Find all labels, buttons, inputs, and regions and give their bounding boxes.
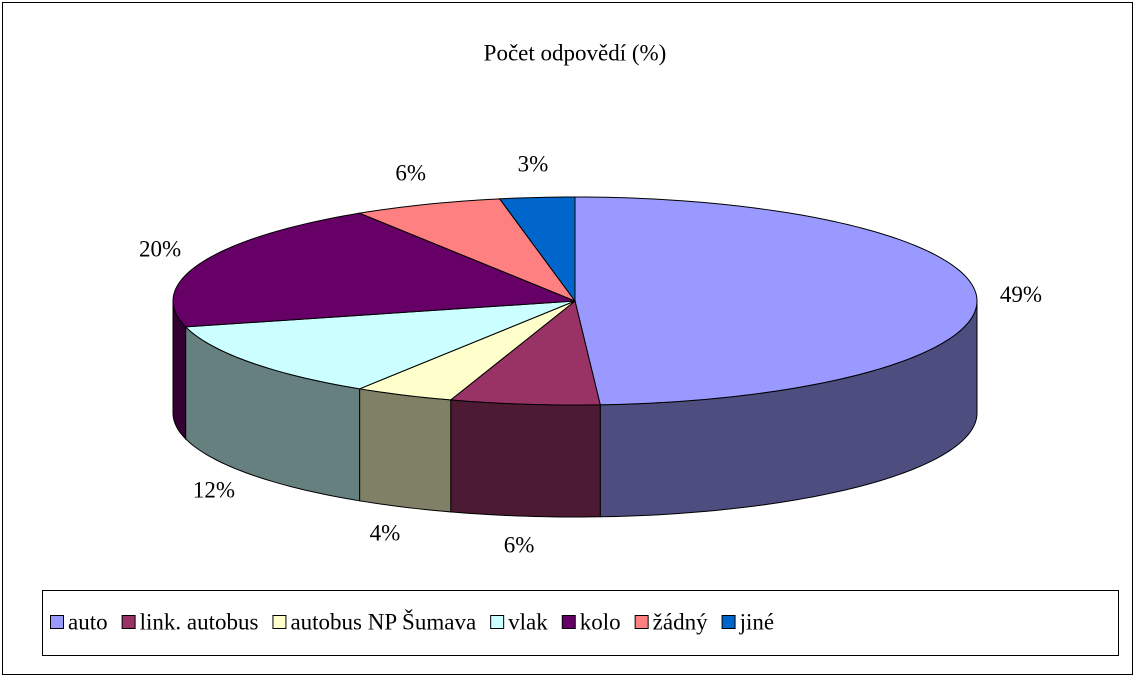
data-label: 3% xyxy=(518,152,549,177)
legend-label: vlak xyxy=(508,609,548,634)
slice xyxy=(357,300,576,401)
slice xyxy=(498,196,576,303)
legend-label: autobus NP Šumava xyxy=(290,608,476,634)
legend-label: žádný xyxy=(653,609,708,634)
legend-label: jiné xyxy=(739,609,775,634)
legend-swatch xyxy=(561,615,576,629)
legend-label: kolo xyxy=(580,609,621,634)
chart-title: Počet odpovědí (%) xyxy=(484,40,667,65)
slice xyxy=(449,300,601,406)
data-label: 6% xyxy=(504,532,535,557)
data-label: 6% xyxy=(395,161,426,186)
data-label: 4% xyxy=(370,521,401,546)
slice xyxy=(184,300,576,390)
legend-swatch xyxy=(272,615,287,629)
slice xyxy=(357,198,577,303)
legend-box xyxy=(42,590,1119,656)
legend-swatch xyxy=(634,615,649,629)
slice xyxy=(172,212,576,328)
legend-swatch xyxy=(490,615,505,629)
legend-swatch xyxy=(721,615,736,629)
data-label: 12% xyxy=(193,478,235,503)
legend-swatch xyxy=(121,615,136,629)
slice xyxy=(574,196,978,406)
legend-swatch xyxy=(50,615,64,629)
slice-side xyxy=(359,388,452,513)
legend-label: auto xyxy=(68,609,108,634)
data-label: 49% xyxy=(1000,282,1042,307)
legend-label: link. autobus xyxy=(140,609,259,634)
data-label: 20% xyxy=(139,237,181,262)
slice-side xyxy=(450,399,601,518)
